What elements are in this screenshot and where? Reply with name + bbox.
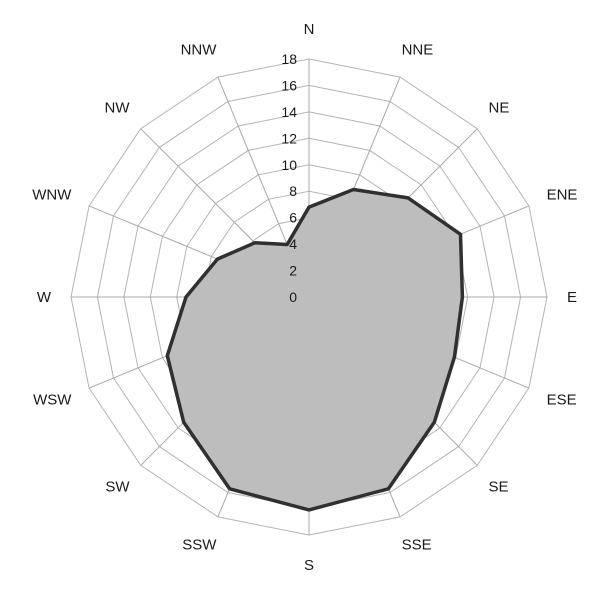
direction-label-ne: NE	[489, 100, 510, 117]
tick-label-10: 10	[281, 157, 297, 173]
direction-label-n: N	[304, 21, 315, 38]
direction-label-nw: NW	[105, 100, 131, 117]
direction-label-sw: SW	[105, 479, 130, 496]
tick-label-6: 6	[289, 210, 297, 226]
tick-label-16: 16	[281, 77, 297, 93]
direction-label-se: SE	[489, 479, 509, 496]
tick-label-14: 14	[281, 104, 297, 120]
direction-label-sse: SSE	[402, 537, 432, 554]
direction-label-ssw: SSW	[182, 537, 217, 554]
tick-label-12: 12	[281, 130, 297, 146]
tick-label-18: 18	[281, 51, 297, 67]
direction-label-nne: NNE	[402, 41, 434, 58]
direction-label-ese: ESE	[547, 392, 577, 409]
direction-label-e: E	[567, 289, 577, 306]
tick-label-8: 8	[289, 183, 297, 199]
radial-ticks: 0 2 4 6 8 10 12 14 16 18	[281, 51, 297, 305]
direction-label-nnw: NNW	[181, 41, 218, 58]
direction-label-ene: ENE	[547, 186, 578, 203]
tick-label-4: 4	[289, 236, 297, 252]
direction-label-wnw: WNW	[32, 186, 72, 203]
direction-label-s: S	[304, 557, 314, 574]
direction-labels: N NNE NE ENE E ESE SE SSE S SSW SW WSW W WNW NW NNW	[32, 21, 577, 574]
tick-label-0: 0	[289, 289, 297, 305]
data-layer	[165, 187, 465, 512]
direction-label-w: W	[37, 289, 52, 306]
series-area-0	[165, 187, 465, 512]
tick-label-2: 2	[289, 263, 297, 279]
direction-label-wsw: WSW	[33, 392, 72, 409]
